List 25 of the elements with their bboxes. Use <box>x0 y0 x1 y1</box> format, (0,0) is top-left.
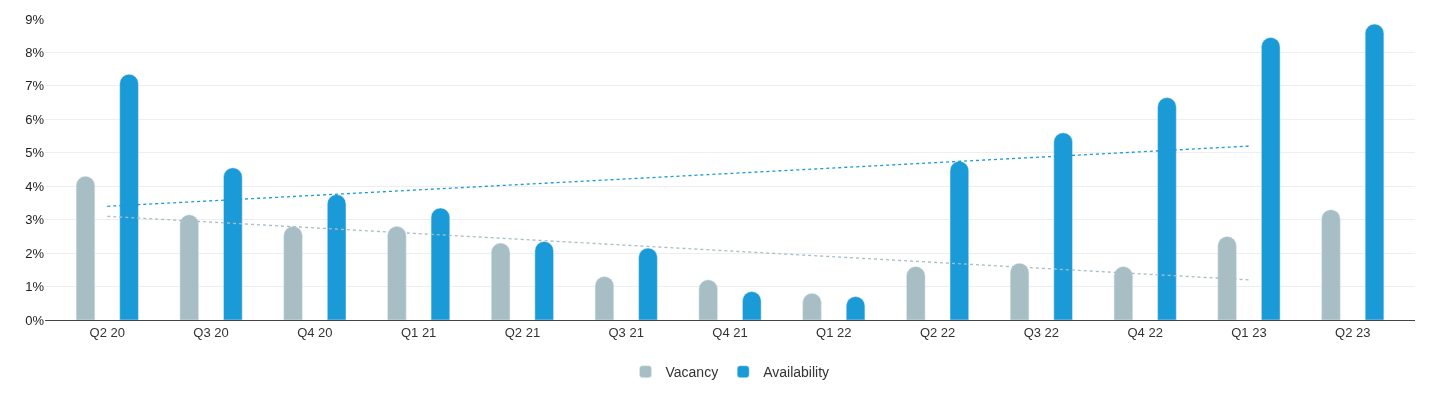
x-tick-label: Q3 20 <box>193 324 229 340</box>
legend-label: Vacancy <box>665 364 719 381</box>
y-tick-label: 9% <box>25 11 45 27</box>
y-tick-label: 6% <box>25 111 45 127</box>
legend-label: Availability <box>763 364 830 381</box>
y-tick-label: 8% <box>25 44 45 60</box>
y-tick-label: 4% <box>25 178 45 194</box>
x-tick-label: Q4 22 <box>1127 324 1163 340</box>
y-tick-label: 7% <box>25 78 45 94</box>
x-tick-label: Q1 23 <box>1231 324 1267 340</box>
x-tick-label: Q1 21 <box>400 324 437 340</box>
x-tick-label: Q2 23 <box>1335 324 1371 340</box>
x-tick-label: Q2 20 <box>89 324 125 340</box>
y-tick-label: 2% <box>25 245 45 261</box>
x-tick-label: Q2 22 <box>919 324 956 340</box>
y-tick-label: 1% <box>25 279 45 295</box>
x-tick-label: Q4 20 <box>297 324 333 340</box>
y-tick-label: 3% <box>25 212 45 228</box>
x-tick-label: Q4 21 <box>712 324 748 340</box>
x-tick-label: Q1 22 <box>816 324 852 340</box>
x-tick-label: Q3 21 <box>608 324 644 340</box>
y-tick-label: 5% <box>25 145 45 161</box>
y-tick-label: 0% <box>25 312 45 328</box>
x-tick-label: Q3 22 <box>1023 324 1060 340</box>
x-tick-label: Q2 21 <box>504 324 541 340</box>
